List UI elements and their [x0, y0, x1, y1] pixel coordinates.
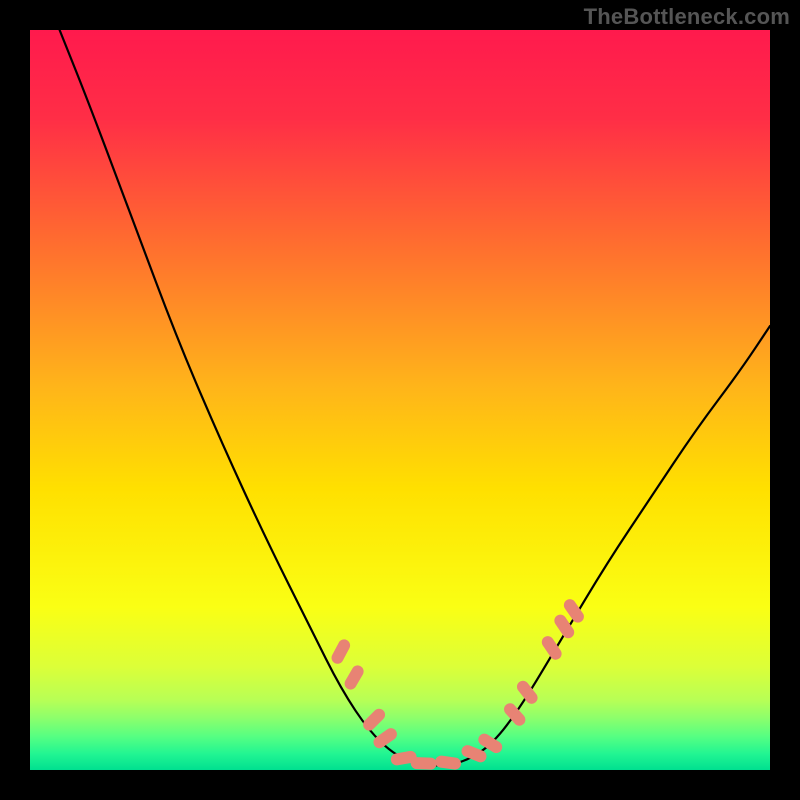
chart-svg	[0, 0, 800, 800]
chart-stage: TheBottleneck.com	[0, 0, 800, 800]
plot-background	[30, 30, 770, 770]
watermark-text: TheBottleneck.com	[584, 4, 790, 30]
scatter-marker	[410, 757, 436, 770]
